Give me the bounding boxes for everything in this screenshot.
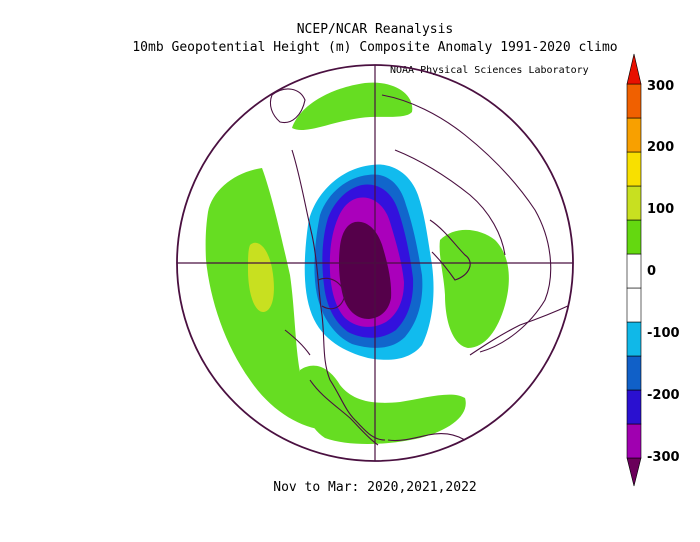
anomaly-positive-north	[292, 82, 413, 131]
title-line-1: NCEP/NCAR Reanalysis	[296, 22, 454, 37]
colorbar-segment	[626, 83, 642, 119]
coast-hudson-bay	[317, 277, 346, 310]
colorbar-label-100: 100	[647, 202, 675, 217]
colorbar-label-0: 0	[647, 264, 657, 279]
colorbar-segment	[626, 253, 642, 289]
colorbar-segment	[626, 423, 642, 459]
title-line-2: 10mb Geopotential Height (m) Composite A…	[132, 40, 618, 55]
coast-north-america	[291, 149, 386, 441]
colorbar-label-300: 300	[647, 79, 675, 94]
colorbar-segment	[626, 321, 642, 357]
coast-siberia	[394, 149, 506, 256]
colorbar-segment	[626, 287, 642, 323]
coastlines	[269, 88, 571, 446]
colorbar-label-200: 200	[647, 140, 675, 155]
colorbar	[626, 53, 642, 487]
colorbar-top-arrow	[626, 53, 642, 85]
colorbar-segment	[626, 117, 642, 153]
colorbar-label-neg100: -100	[647, 326, 680, 341]
colorbar-label-neg200: -200	[647, 388, 680, 403]
footer-period: Nov to Mar: 2020,2021,2022	[273, 480, 477, 495]
colorbar-segment	[626, 185, 642, 221]
colorbar-segment	[626, 389, 642, 425]
coast-aleutians	[284, 329, 311, 356]
globe-border	[176, 64, 574, 462]
anomaly-positive-pacific-core	[248, 242, 274, 313]
credit-label: NOAA Physical Sciences Laboratory	[390, 65, 589, 76]
coast-africa	[469, 304, 571, 356]
coast-south-america	[387, 433, 466, 442]
anomaly-negative-300	[339, 221, 392, 319]
coast-eurasia	[381, 94, 552, 353]
coast-greenland	[269, 88, 306, 124]
coast-central-america	[309, 379, 379, 446]
anomaly-positive-atlantic	[299, 365, 466, 445]
coast-europe	[429, 219, 471, 281]
anomaly-field	[205, 82, 509, 445]
colorbar-label-neg300: -300	[647, 450, 680, 465]
colorbar-segment	[626, 151, 642, 187]
colorbar-segment	[626, 219, 642, 255]
anomaly-positive-asia	[439, 229, 509, 348]
colorbar-segment	[626, 355, 642, 391]
